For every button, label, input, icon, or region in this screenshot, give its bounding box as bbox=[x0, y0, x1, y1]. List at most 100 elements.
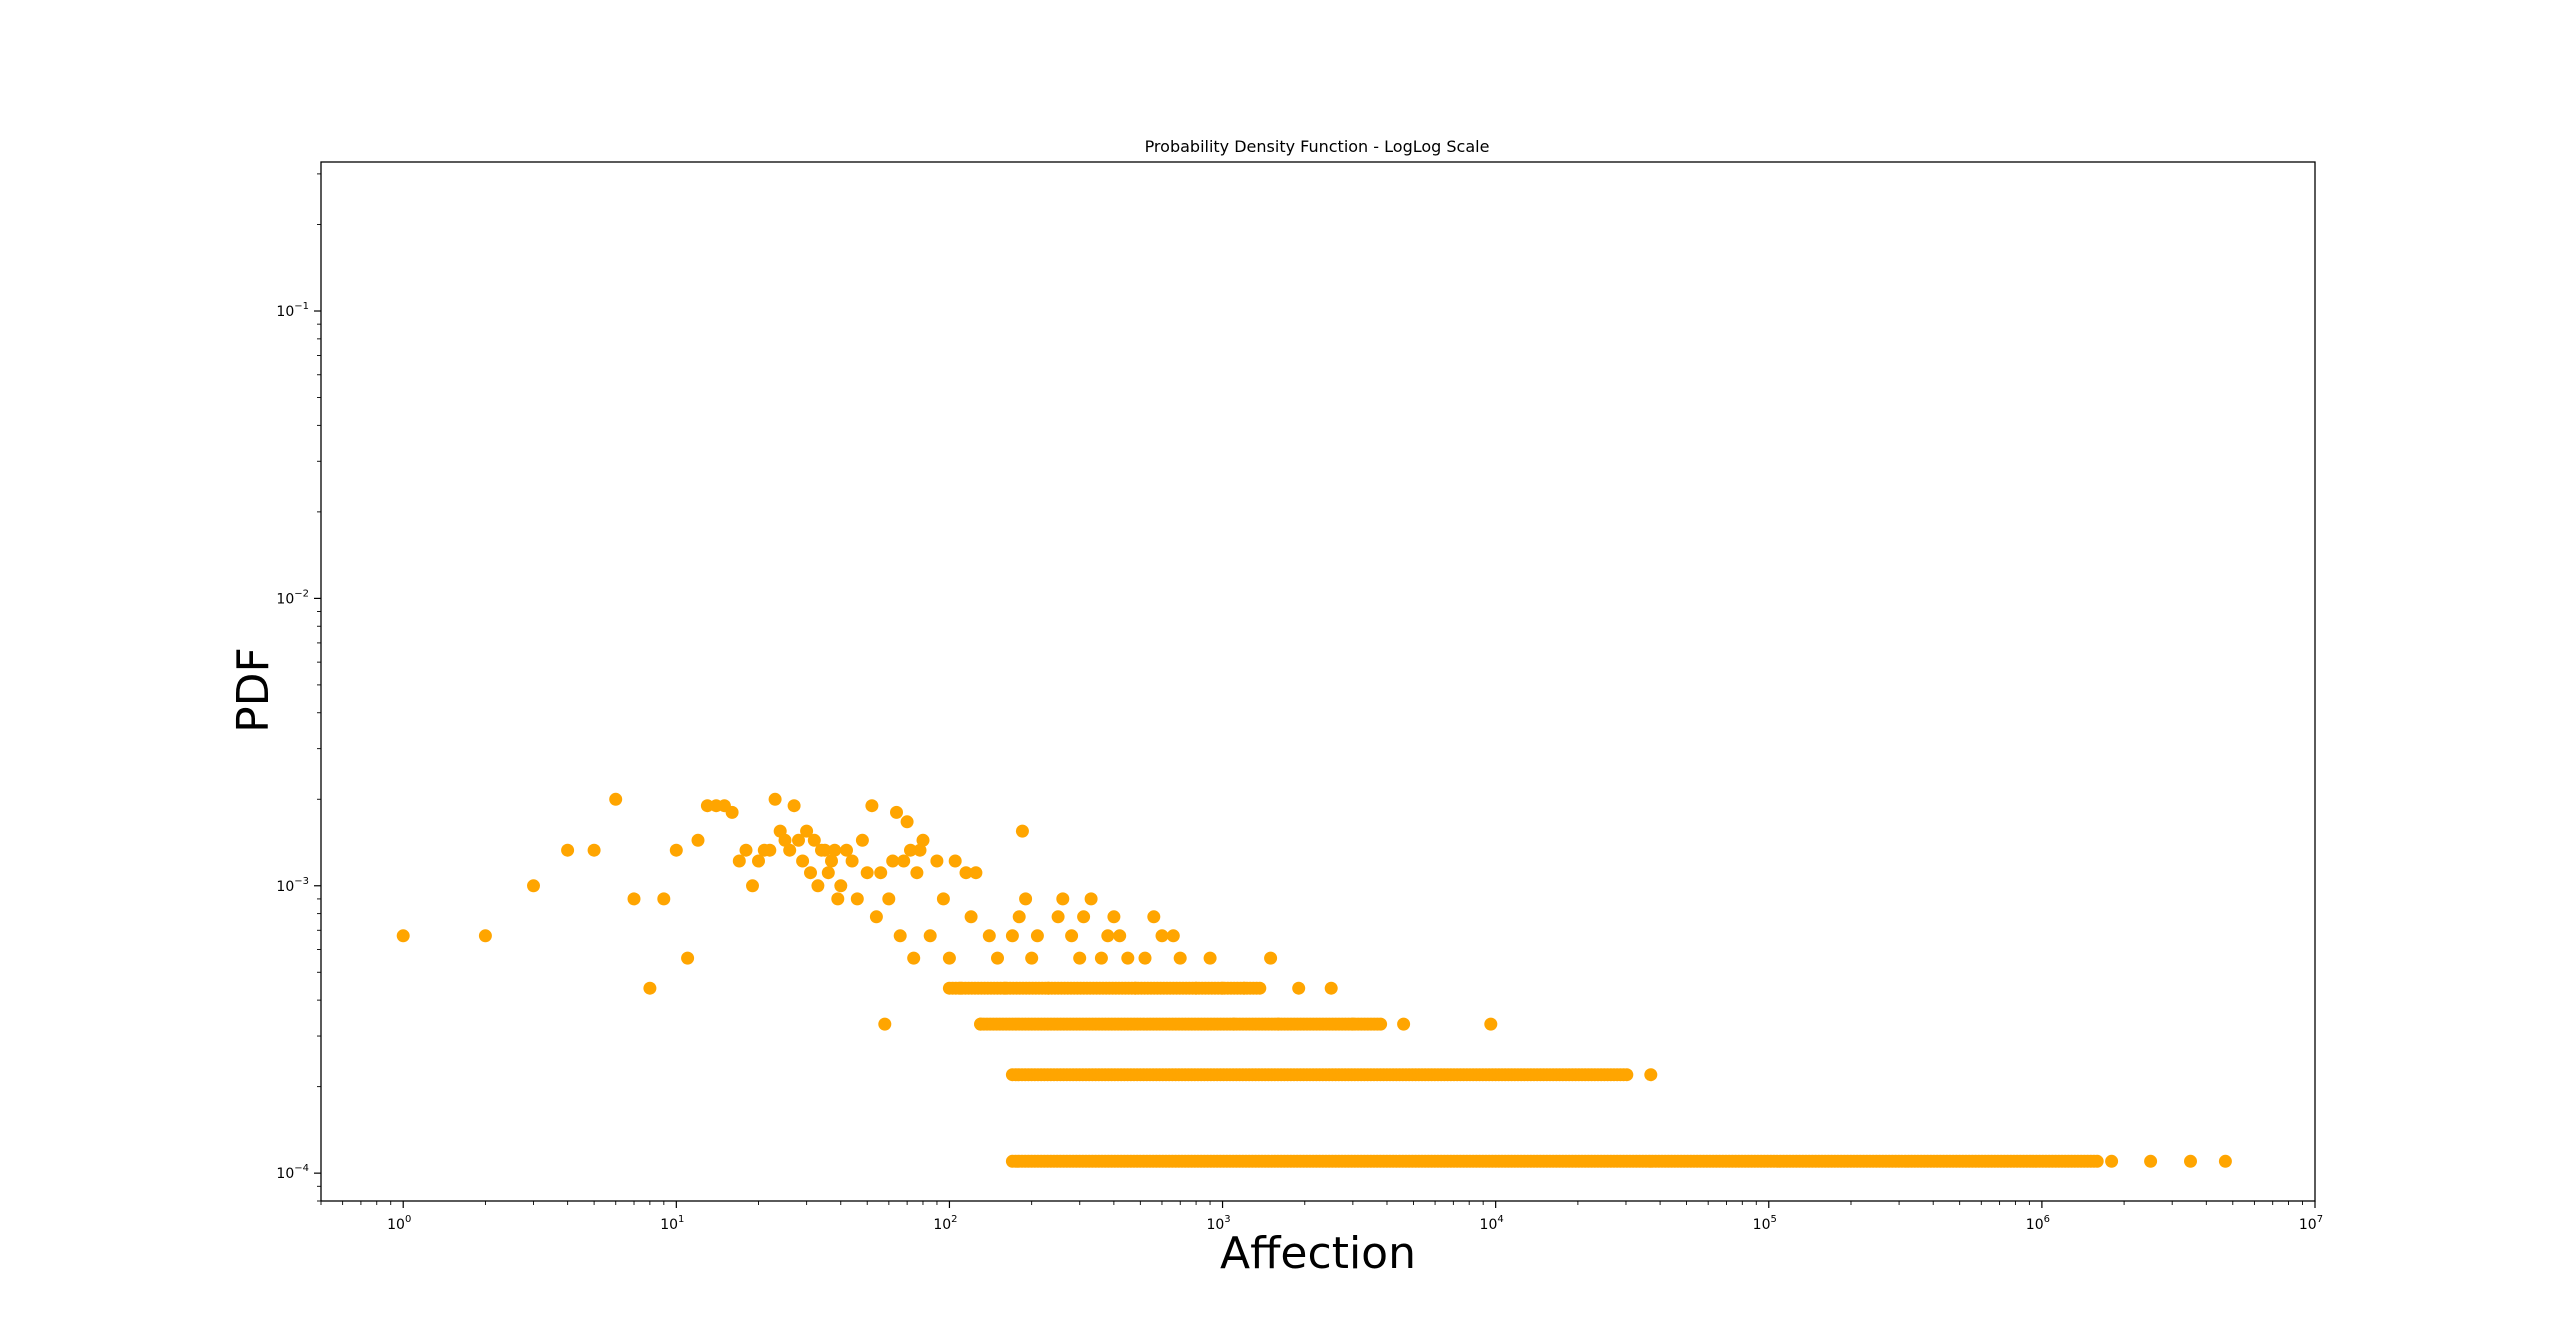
data-point bbox=[1077, 910, 1091, 924]
x-tick-label: 107 bbox=[2299, 1214, 2323, 1233]
data-point bbox=[1129, 981, 1142, 995]
data-point bbox=[2144, 1154, 2158, 1168]
data-point bbox=[527, 879, 540, 893]
data-point bbox=[2105, 1154, 2119, 1168]
data-point bbox=[878, 1017, 892, 1031]
data-point bbox=[923, 929, 937, 943]
data-point bbox=[1121, 951, 1135, 965]
data-point bbox=[1107, 910, 1121, 924]
data-point bbox=[1173, 951, 1187, 965]
data-point bbox=[1101, 929, 1115, 943]
data-point bbox=[800, 824, 814, 838]
data-point bbox=[1138, 951, 1152, 965]
data-point bbox=[1644, 1068, 1658, 1082]
data-point bbox=[478, 929, 492, 943]
data-point bbox=[1227, 1017, 1241, 1031]
y-tick-label: 10−4 bbox=[276, 1163, 309, 1182]
data-point bbox=[850, 892, 864, 906]
data-point bbox=[796, 854, 810, 868]
data-point bbox=[763, 843, 777, 857]
data-point bbox=[825, 854, 838, 868]
data-point bbox=[643, 981, 657, 995]
data-point bbox=[768, 792, 782, 806]
data-point bbox=[587, 843, 601, 857]
data-point bbox=[1155, 929, 1169, 943]
data-point bbox=[609, 792, 623, 806]
data-point bbox=[1271, 1017, 1285, 1031]
data-point bbox=[657, 892, 671, 906]
data-point bbox=[840, 843, 853, 857]
data-point bbox=[907, 951, 921, 965]
data-point bbox=[942, 951, 956, 965]
data-point bbox=[1051, 910, 1065, 924]
data-point bbox=[828, 843, 842, 857]
data-point bbox=[725, 805, 739, 819]
data-point bbox=[1189, 981, 1203, 995]
data-point bbox=[910, 866, 924, 880]
data-point bbox=[2184, 1154, 2197, 1168]
x-tick-label: 102 bbox=[933, 1214, 957, 1233]
data-point bbox=[1084, 892, 1098, 906]
x-axis-ticks: 100 101 102 103 104 105 106 107 bbox=[320, 1201, 2323, 1233]
data-point bbox=[860, 866, 874, 880]
data-point bbox=[681, 951, 695, 965]
data-point bbox=[2090, 1154, 2104, 1168]
data-point bbox=[948, 854, 962, 868]
data-point bbox=[561, 843, 575, 857]
data-point bbox=[1015, 824, 1029, 838]
y-axis-label: PDF bbox=[228, 647, 279, 733]
data-point bbox=[954, 981, 968, 995]
chart-title: Probability Density Function - LogLog Sc… bbox=[1145, 137, 1490, 156]
data-point bbox=[669, 843, 683, 857]
data-point bbox=[1041, 981, 1055, 995]
data-point bbox=[627, 892, 641, 906]
data-point bbox=[1012, 910, 1026, 924]
data-point bbox=[982, 929, 996, 943]
data-point bbox=[1346, 1017, 1360, 1031]
data-point bbox=[783, 843, 797, 857]
data-point bbox=[1264, 951, 1278, 965]
data-point bbox=[1397, 1017, 1411, 1031]
x-tick-label: 101 bbox=[660, 1214, 684, 1233]
data-point bbox=[1065, 929, 1079, 943]
scatter-points bbox=[396, 792, 2232, 1168]
data-point bbox=[1237, 981, 1251, 995]
data-point bbox=[930, 854, 944, 868]
y-tick-label: 10−3 bbox=[276, 876, 309, 895]
data-point bbox=[998, 981, 1012, 995]
data-point bbox=[890, 805, 903, 819]
data-point bbox=[1019, 892, 1033, 906]
data-point bbox=[1484, 1017, 1498, 1031]
data-point bbox=[1005, 929, 1019, 943]
data-point bbox=[869, 910, 883, 924]
data-point bbox=[893, 929, 907, 943]
data-point bbox=[1073, 951, 1087, 965]
data-point bbox=[855, 833, 869, 847]
y-tick-label: 10−2 bbox=[276, 588, 309, 607]
data-point bbox=[1113, 929, 1127, 943]
data-point bbox=[834, 879, 848, 893]
y-axis-ticks: 10−4 10−3 10−2 10−1 bbox=[276, 173, 321, 1202]
data-point bbox=[897, 854, 911, 868]
data-point bbox=[831, 892, 845, 906]
data-point bbox=[792, 833, 805, 847]
data-point bbox=[865, 799, 879, 813]
data-point bbox=[1216, 981, 1230, 995]
data-point bbox=[1094, 951, 1108, 965]
data-point bbox=[1166, 929, 1180, 943]
data-point bbox=[974, 1017, 988, 1031]
data-point bbox=[691, 833, 705, 847]
data-point bbox=[1203, 951, 1217, 965]
data-point bbox=[1292, 981, 1306, 995]
data-point bbox=[2218, 1154, 2232, 1168]
data-point bbox=[1374, 1017, 1388, 1031]
data-point bbox=[807, 833, 821, 847]
x-tick-label: 105 bbox=[1753, 1214, 1777, 1233]
data-point bbox=[1253, 981, 1267, 995]
data-point bbox=[913, 843, 927, 857]
data-point bbox=[1324, 981, 1338, 995]
data-point bbox=[804, 866, 817, 880]
data-point bbox=[739, 843, 753, 857]
data-point bbox=[936, 892, 950, 906]
